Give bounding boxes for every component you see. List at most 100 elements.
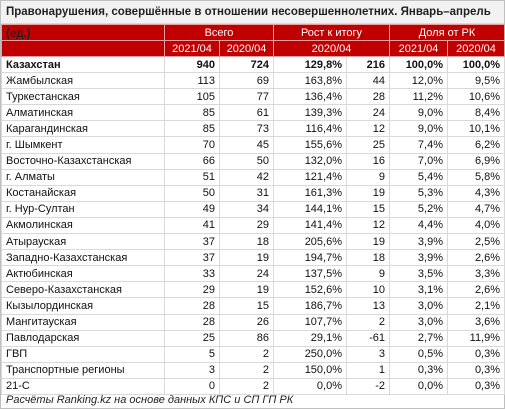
region-cell: Карагандинская: [1, 120, 165, 138]
value-cell: 61: [219, 104, 274, 122]
value-cell: 141,4%: [273, 216, 347, 235]
value-cell: 15: [219, 297, 274, 315]
header-cell: 2020/04: [219, 40, 274, 57]
region-cell: Жамбылская: [1, 72, 165, 90]
region-cell: Павлодарская: [1, 329, 165, 347]
value-cell: 12,0%: [389, 72, 448, 90]
value-cell: 29,1%: [273, 329, 347, 347]
table-row: ГВП 5 2 250,0% 3 0,5% 0,3%: [1, 345, 505, 363]
value-cell: 8,4%: [446, 104, 505, 122]
value-cell: 16: [346, 152, 390, 170]
value-cell: 3,9%: [389, 233, 448, 251]
region-cell: Туркестанская: [1, 88, 165, 106]
value-cell: 3,1%: [389, 281, 448, 299]
value-cell: 3: [346, 345, 390, 363]
table-body: Казахстан 940 724 129,8% 216 100,0% 100,0% Жамб…: [1, 55, 505, 395]
region-cell: Транспортные регионы: [1, 361, 165, 379]
table-row: Актюбинская 33 24 137,5% 9 3,5% 3,3%: [1, 265, 505, 283]
table-row: г. Алматы 51 42 121,4% 9 5,4% 5,8%: [1, 168, 505, 186]
region-cell: ГВП: [1, 345, 165, 363]
value-cell: 216: [346, 55, 390, 74]
value-cell: -2: [346, 377, 390, 395]
value-cell: 9: [346, 265, 390, 283]
region-cell: Казахстан: [1, 55, 165, 74]
table-head: Всего Рост к итогу Доля от РК 2021/04 20…: [1, 24, 505, 57]
footer-note: Расчёты Ranking.kz на основе данных КПС …: [6, 394, 294, 406]
value-cell: 7,4%: [389, 136, 448, 154]
region-cell: Актюбинская: [1, 265, 165, 283]
value-cell: 132,0%: [273, 152, 347, 170]
value-cell: 139,3%: [273, 104, 347, 122]
value-cell: 0,3%: [446, 361, 505, 379]
value-cell: 73: [219, 120, 274, 138]
value-cell: 0: [164, 377, 220, 395]
value-cell: 0,5%: [389, 345, 448, 363]
value-cell: 3,6%: [446, 313, 505, 331]
table-row: Павлодарская 25 86 29,1% -61 2,7% 11,9%: [1, 329, 505, 347]
region-cell: г. Нур-Султан: [1, 200, 165, 218]
table-row: г. Шымкент 70 45 155,6% 25 7,4% 6,2%: [1, 136, 505, 154]
value-cell: 0,3%: [446, 345, 505, 363]
region-cell: Костанайская: [1, 184, 165, 202]
table-row: Казахстан 940 724 129,8% 216 100,0% 100,0%: [1, 55, 505, 74]
value-cell: 1: [346, 361, 390, 379]
value-cell: 2,1%: [446, 297, 505, 315]
table-row: Западно-Казахстанская 37 19 194,7% 18 3,9% 2,6…: [1, 249, 505, 267]
region-cell: г. Алматы: [1, 168, 165, 186]
value-cell: 2: [219, 345, 274, 363]
value-cell: 0,3%: [446, 377, 505, 395]
value-cell: 18: [346, 249, 390, 267]
value-cell: 163,8%: [273, 72, 347, 90]
value-cell: 33: [164, 265, 220, 283]
value-cell: 724: [219, 55, 274, 74]
value-cell: 6,9%: [446, 152, 505, 170]
value-cell: 4,3%: [446, 184, 505, 202]
value-cell: 9,0%: [389, 104, 448, 122]
value-cell: 5,3%: [389, 184, 448, 202]
value-cell: 11,9%: [446, 329, 505, 347]
value-cell: 144,1%: [273, 200, 347, 218]
value-cell: 155,6%: [273, 136, 347, 154]
value-cell: 150,0%: [273, 361, 347, 379]
value-cell: 2: [219, 361, 274, 379]
header-cell: [1, 24, 165, 41]
value-cell: 25: [164, 329, 220, 347]
header-cell: [1, 40, 165, 57]
value-cell: 69: [219, 72, 274, 90]
table-row: г. Нур-Султан 49 34 144,1% 15 5,2% 4,7%: [1, 200, 505, 218]
value-cell: 2,6%: [446, 281, 505, 299]
value-cell: 85: [164, 104, 220, 122]
value-cell: 3,0%: [389, 297, 448, 315]
value-cell: 28: [164, 313, 220, 331]
value-cell: 51: [164, 168, 220, 186]
region-cell: Акмолинская: [1, 216, 165, 235]
value-cell: 7,0%: [389, 152, 448, 170]
value-cell: 107,7%: [273, 313, 347, 331]
value-cell: 2: [219, 377, 274, 395]
table-row: Северо-Казахстанская 29 19 152,6% 10 3,1% 2,6%: [1, 281, 505, 299]
value-cell: 34: [219, 200, 274, 218]
value-cell: 19: [346, 233, 390, 251]
value-cell: 11,2%: [389, 88, 448, 106]
value-cell: 9,5%: [446, 72, 505, 90]
value-cell: 129,8%: [273, 55, 347, 74]
header-cell: 2020/04: [446, 40, 505, 57]
value-cell: 12: [346, 120, 390, 138]
value-cell: 6,2%: [446, 136, 505, 154]
value-cell: 0,3%: [389, 361, 448, 379]
region-cell: Алматинская: [1, 104, 165, 122]
region-cell: Мангитауская: [1, 313, 165, 331]
header-cell: Рост к итогу: [273, 24, 390, 41]
table-row: Алматинская 85 61 139,3% 24 9,0% 8,4%: [1, 104, 505, 122]
value-cell: 2,7%: [389, 329, 448, 347]
value-cell: 15: [346, 200, 390, 218]
value-cell: 9: [346, 168, 390, 186]
value-cell: 121,4%: [273, 168, 347, 186]
value-cell: 29: [164, 281, 220, 299]
value-cell: 12: [346, 216, 390, 235]
value-cell: 2: [346, 313, 390, 331]
value-cell: 50: [219, 152, 274, 170]
value-cell: -61: [346, 329, 390, 347]
table-row: Атырауская 37 18 205,6% 19 3,9% 2,5%: [1, 233, 505, 251]
